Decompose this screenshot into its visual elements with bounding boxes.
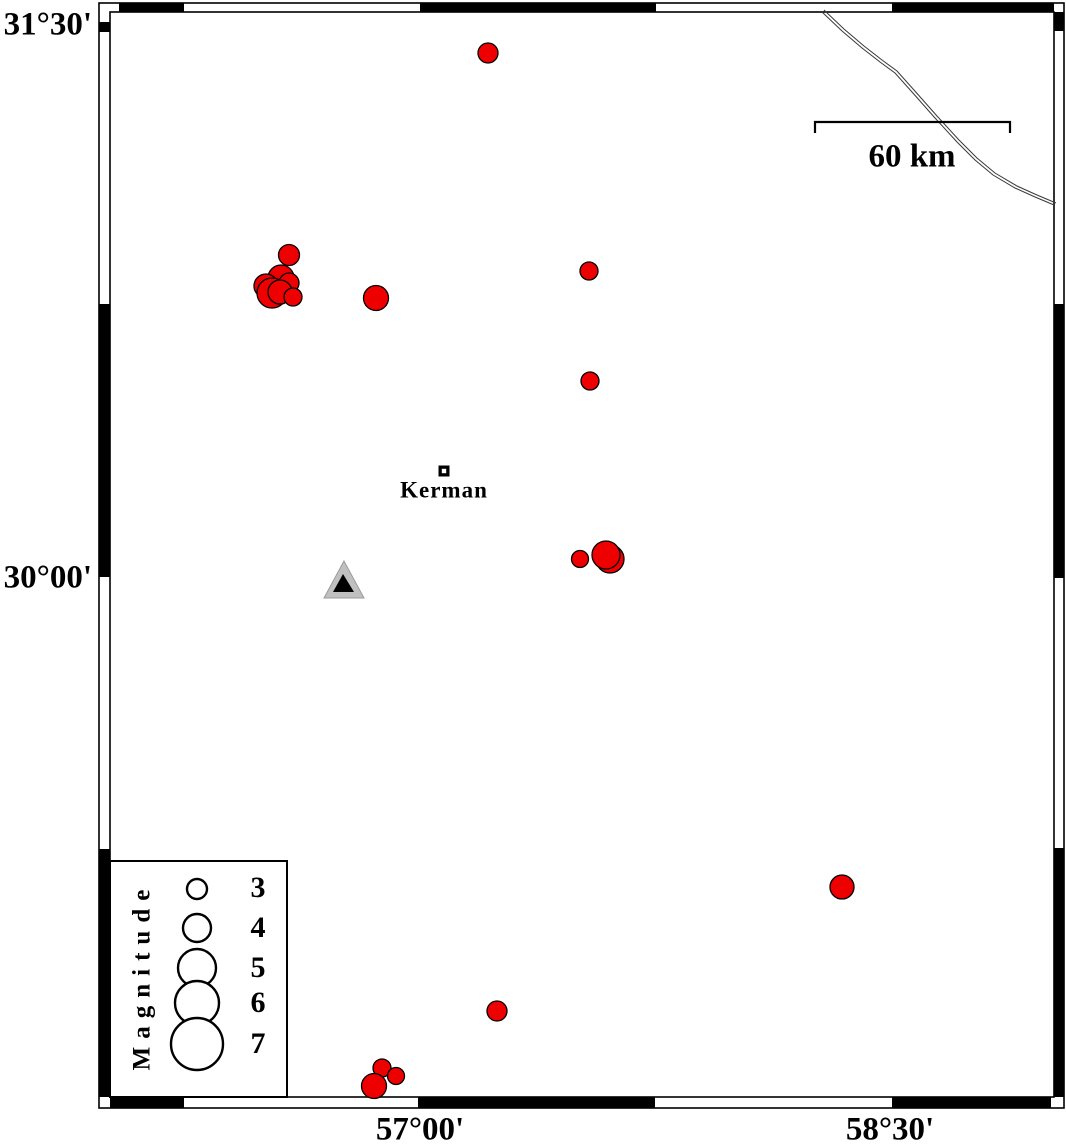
frame-tick-segment-top (119, 3, 184, 12)
frame-tick-segment-right (1054, 848, 1064, 1097)
scale-bar (813, 120, 1012, 133)
lon-label-right: 58°30' (845, 1111, 935, 1146)
frame-tick-segment-right (1054, 12, 1064, 31)
legend-circle-m7 (169, 1016, 225, 1072)
legend-label-m3: 3 (250, 871, 266, 904)
lon-label-left: 57°00' (375, 1111, 465, 1146)
earthquake-marker (277, 243, 301, 267)
earthquake-marker (362, 284, 390, 312)
road-line-parallel (823, 9, 1057, 204)
city-marker-inner (441, 468, 447, 474)
legend-label-m7: 7 (250, 1027, 266, 1060)
frame-tick-segment-left (99, 304, 110, 577)
frame-tick-segment-left (99, 22, 110, 32)
legend-label-m4: 4 (250, 911, 266, 944)
earthquake-marker (360, 1072, 388, 1100)
legend-label-m6: 6 (250, 986, 266, 1019)
frame-tick-segment-right (1054, 304, 1064, 578)
legend-title: Magnitude (128, 881, 156, 1071)
frame-tick-segment-bottom (418, 1097, 655, 1108)
earthquake-marker (829, 874, 855, 900)
earthquake-marker (579, 261, 599, 281)
legend-circle-m3 (185, 877, 209, 901)
earthquake-marker (591, 540, 621, 570)
legend-circle-m4 (181, 912, 213, 944)
lat-label-top: 31°30' (3, 6, 92, 43)
station-triangle-core (333, 574, 354, 592)
earthquake-marker (477, 42, 499, 64)
earthquake-marker (486, 1000, 508, 1022)
frame-tick-segment-bottom (892, 1097, 1051, 1108)
scale-bar-label: 60 km (868, 138, 956, 175)
legend-label-m5: 5 (250, 951, 266, 984)
earthquake-marker (580, 371, 600, 391)
frame-tick-segment-bottom (110, 1097, 184, 1108)
earthquake-marker (386, 1066, 406, 1086)
lat-label-mid: 30°00' (3, 559, 92, 596)
frame-tick-segment-top (892, 3, 1054, 12)
frame-tick-segment-top (420, 3, 656, 12)
road-line (821, 11, 1055, 206)
earthquake-marker (570, 549, 590, 569)
frame-tick-segment-left (99, 849, 110, 1097)
city-label: Kerman (400, 477, 488, 503)
earthquake-marker (283, 287, 303, 307)
